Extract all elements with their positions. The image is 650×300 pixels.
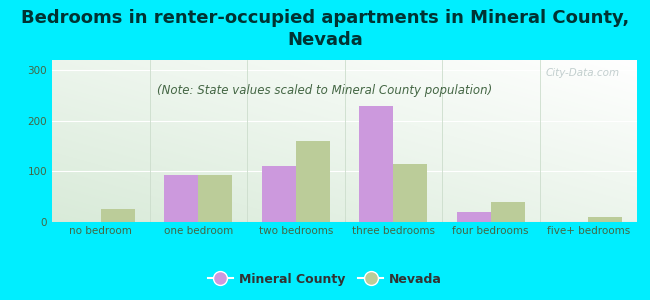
Bar: [296, 141, 330, 222]
Bar: [101, 209, 135, 222]
Bar: [393, 164, 428, 222]
Legend: Mineral County, Nevada: Mineral County, Nevada: [203, 268, 447, 291]
Text: City-Data.com: City-Data.com: [545, 68, 619, 78]
Text: Bedrooms in renter-occupied apartments in Mineral County,
Nevada: Bedrooms in renter-occupied apartments i…: [21, 9, 629, 49]
Bar: [198, 175, 233, 222]
Bar: [359, 106, 393, 222]
Bar: [164, 175, 198, 222]
Bar: [457, 212, 491, 222]
Text: (Note: State values scaled to Mineral County population): (Note: State values scaled to Mineral Co…: [157, 84, 493, 97]
Bar: [261, 166, 296, 222]
Bar: [588, 217, 623, 222]
Bar: [491, 202, 525, 222]
